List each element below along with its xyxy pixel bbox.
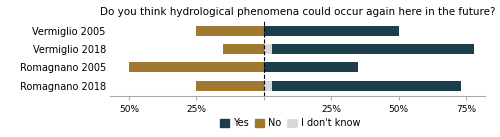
Title: Do you think hydrological phenomena could occur again here in the future?: Do you think hydrological phenomena coul… (100, 7, 495, 17)
Bar (264, 26, 398, 36)
Bar (272, 44, 474, 54)
Legend: Yes, No, I don't know: Yes, No, I don't know (216, 114, 364, 132)
Bar (196, 26, 264, 36)
Bar (264, 62, 358, 72)
Bar (264, 44, 272, 54)
Bar (264, 81, 272, 91)
Bar (196, 81, 264, 91)
Bar (129, 62, 264, 72)
Bar (272, 81, 460, 91)
Bar (224, 44, 264, 54)
